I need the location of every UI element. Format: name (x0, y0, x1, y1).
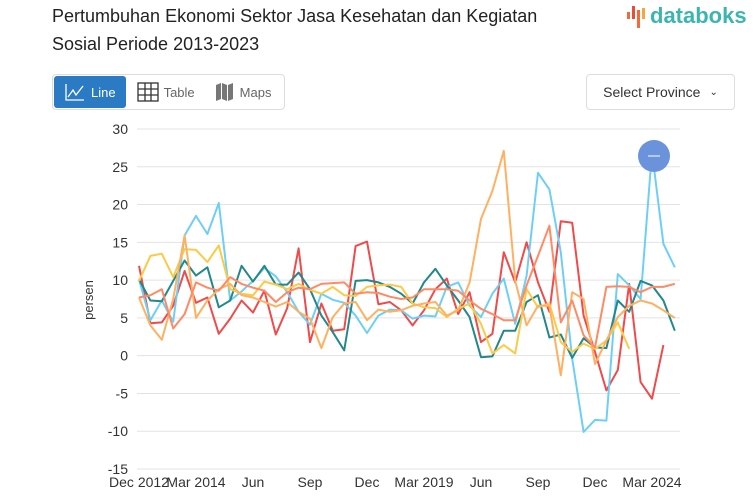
x-tick-label: Jun (470, 474, 493, 490)
y-tick-label: 20 (112, 197, 128, 213)
table-view-button[interactable]: Table (127, 75, 205, 109)
x-tick-label: Dec 2012 (109, 474, 169, 490)
line-view-label: Line (91, 84, 116, 100)
map-icon (215, 83, 233, 101)
view-switcher: Line Table Maps (52, 74, 285, 110)
x-tick-label: Dec (583, 474, 608, 490)
maps-view-label: Maps (239, 84, 272, 100)
logo-text: databoks (650, 3, 747, 28)
series-line-4[interactable] (138, 244, 631, 355)
y-tick-label: 0 (120, 348, 128, 364)
x-tick-label: Mar 2014 (166, 474, 225, 490)
line-view-button[interactable]: Line (54, 76, 126, 108)
x-tick-label: Sep (298, 474, 323, 490)
chart-title: Pertumbuhan Ekonomi Sektor Jasa Kesehata… (52, 2, 572, 58)
chart-title-line-1: Pertumbuhan Ekonomi Sektor Jasa Kesehata… (52, 6, 538, 26)
series-line-5[interactable] (138, 149, 676, 377)
x-tick-label: Dec (355, 474, 380, 490)
y-tick-label: 5 (120, 310, 128, 326)
series-group (138, 149, 676, 433)
y-axis-ticks: 30 25 20 15 10 5 0 -5 -10 -15 (108, 121, 128, 477)
x-tick-label: Sep (526, 474, 551, 490)
y-axis-label: persen (81, 280, 96, 320)
maps-view-button[interactable]: Maps (205, 75, 282, 109)
table-view-label: Table (163, 84, 195, 100)
y-tick-label: 15 (112, 234, 128, 250)
y-tick-label: 30 (112, 121, 128, 137)
province-select-label: Select Province (603, 84, 701, 100)
y-tick-label: -5 (116, 385, 129, 401)
x-tick-label: Jun (242, 474, 265, 490)
logo-bars-icon (627, 6, 645, 28)
y-tick-label: 25 (112, 159, 128, 175)
x-tick-label: Mar 2024 (622, 474, 681, 490)
y-tick-label: -15 (108, 461, 128, 477)
grid (137, 128, 680, 470)
databoks-logo: databoks (626, 3, 747, 29)
table-icon (136, 82, 159, 102)
line-chart-icon (65, 84, 84, 101)
series-line-6[interactable] (138, 224, 676, 349)
chevron-down-icon: ⌄ (709, 86, 718, 98)
province-select[interactable]: Select Province ⌄ (586, 74, 735, 110)
y-tick-label: -10 (108, 423, 128, 439)
series-line-3[interactable] (138, 259, 676, 359)
zoom-reset-button[interactable] (638, 140, 670, 172)
series-line-2[interactable] (138, 150, 676, 433)
x-tick-label: Mar 2019 (394, 474, 453, 490)
y-tick-label: 10 (112, 272, 128, 288)
chart-title-line-2: Sosial Periode 2013-2023 (52, 34, 260, 54)
